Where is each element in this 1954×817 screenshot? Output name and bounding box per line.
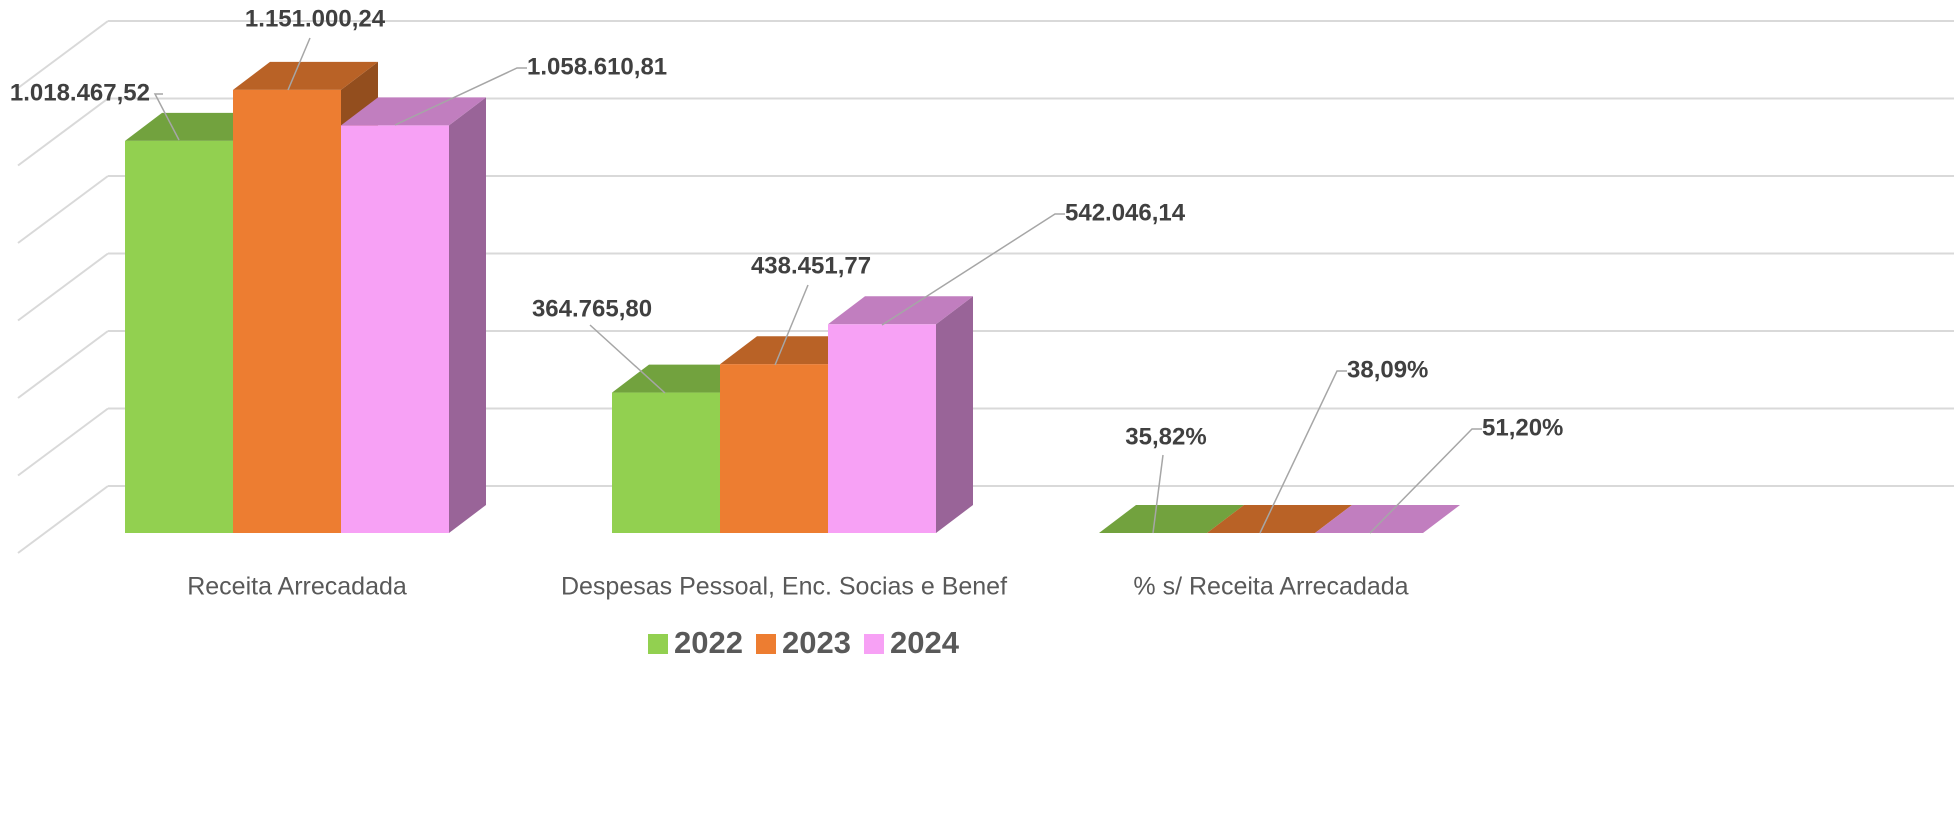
- value-label: 38,09%: [1347, 356, 1428, 383]
- bar-top: [341, 97, 486, 126]
- bar-side: [1423, 504, 1460, 533]
- value-label: 51,20%: [1482, 414, 1563, 441]
- bar-top: [1099, 504, 1244, 533]
- grid-line: [17, 485, 109, 554]
- bar: [828, 324, 936, 533]
- bar: [233, 89, 341, 534]
- legend-swatch: [648, 634, 668, 654]
- bar: [720, 364, 828, 533]
- value-label: 1.018.467,52: [10, 79, 150, 106]
- bar-top: [828, 296, 973, 325]
- leader-line: [287, 37, 311, 91]
- leader-line: [589, 324, 666, 394]
- value-label: 364.765,80: [532, 295, 652, 322]
- value-label: 542.046,14: [1065, 199, 1186, 226]
- leader-line: [1152, 454, 1164, 534]
- legend-swatch: [756, 634, 776, 654]
- leader-line: [774, 284, 809, 366]
- bar-side: [449, 97, 486, 533]
- leader-line: [1369, 428, 1482, 534]
- bar: [612, 392, 720, 533]
- grid-line: [17, 175, 109, 244]
- grid-line: [17, 20, 109, 89]
- grid-line: [17, 97, 109, 167]
- bar-side: [936, 296, 973, 533]
- leader-line: [153, 93, 180, 141]
- leader-line: [1259, 370, 1347, 534]
- x-tick-label: Receita Arrecadada: [187, 573, 407, 601]
- legend-label: 2024: [890, 625, 960, 660]
- legend-swatch: [864, 634, 884, 654]
- x-tick-label: % s/ Receita Arrecadada: [1133, 573, 1408, 601]
- leader-line: [394, 67, 527, 126]
- bar-top: [1315, 504, 1460, 533]
- bar-top: [1207, 504, 1352, 533]
- legend-label: 2023: [782, 625, 851, 660]
- bar: [125, 140, 233, 533]
- bar: [341, 125, 449, 533]
- value-label: 35,82%: [1125, 423, 1206, 450]
- value-label: 1.058.610,81: [527, 53, 667, 80]
- x-tick-label: Despesas Pessoal, Enc. Socias e Benef: [561, 573, 1007, 601]
- grid-line: [17, 330, 109, 399]
- legend-label: 2022: [674, 625, 743, 660]
- grid-line: [17, 252, 109, 322]
- value-label: 438.451,77: [751, 252, 871, 279]
- bar-top: [233, 61, 378, 90]
- leader-line: [881, 213, 1065, 326]
- grid-line: [17, 407, 109, 477]
- value-label: 1.151.000,24: [245, 5, 386, 32]
